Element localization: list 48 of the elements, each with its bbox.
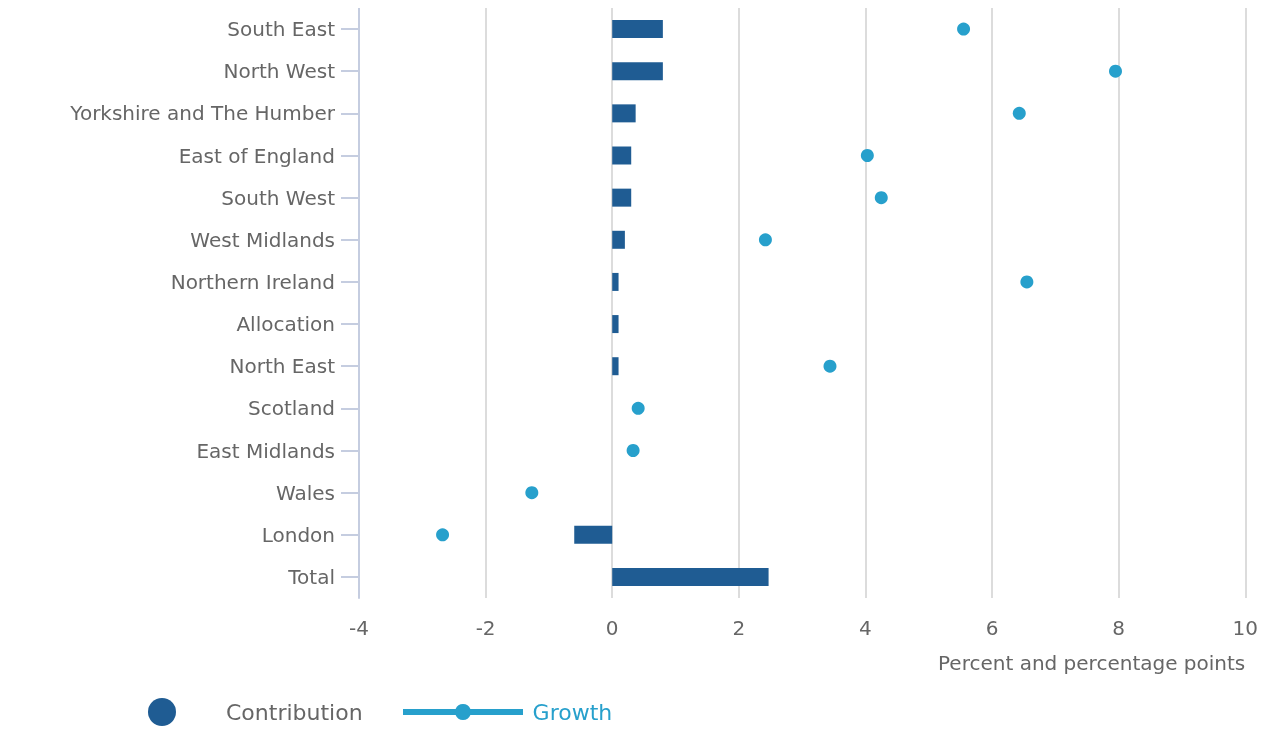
bar [612,357,619,376]
x-tick-label: 6 [985,616,999,640]
y-tick-label: Wales [275,480,335,505]
x-tick-label: 4 [859,616,872,640]
bar [612,272,619,291]
x-tick-label: 2 [732,616,746,640]
point [874,191,888,205]
y-tick-label: Scotland [248,396,335,421]
bar [574,525,613,544]
bar [612,315,619,334]
point [1020,275,1034,289]
x-tick-label: -2 [475,616,496,640]
bar [612,567,769,586]
point [823,359,837,373]
y-tick-label: Total [287,564,335,589]
y-tick-label: North East [229,354,336,379]
x-axis-title: Percent and percentage points [938,651,1246,675]
y-tick-label: Northern Ireland [170,269,335,294]
x-tick-label: -4 [349,616,369,640]
y-tick-label: East of England [178,143,335,168]
point [758,233,772,247]
y-tick-label: Allocation [236,312,335,337]
point [626,444,640,457]
bar [612,104,636,123]
point [957,22,971,36]
text: Growth [532,699,613,725]
y-tick-label: North West [223,59,336,84]
legend-label: Contribution [226,699,363,725]
bar [612,188,632,207]
y-tick-label: South East [227,17,336,42]
bar [612,62,663,81]
x-tick-label: 8 [1112,616,1126,640]
x-tick-label: 10 [1232,616,1258,640]
y-tick-label: East Midlands [196,438,335,463]
point [1109,64,1122,78]
y-tick-label: London [261,522,335,547]
y-tick-label: South West [221,185,336,210]
point [436,528,450,542]
y-tick-label: Yorkshire and The Humber [69,101,336,126]
bar [612,230,625,249]
point [525,486,539,500]
point [860,149,874,162]
bar [612,20,663,39]
point [1012,106,1026,120]
bar [612,146,632,165]
point [631,401,645,415]
y-tick-label: West Midlands [190,227,335,252]
x-tick-label: 0 [605,616,619,640]
